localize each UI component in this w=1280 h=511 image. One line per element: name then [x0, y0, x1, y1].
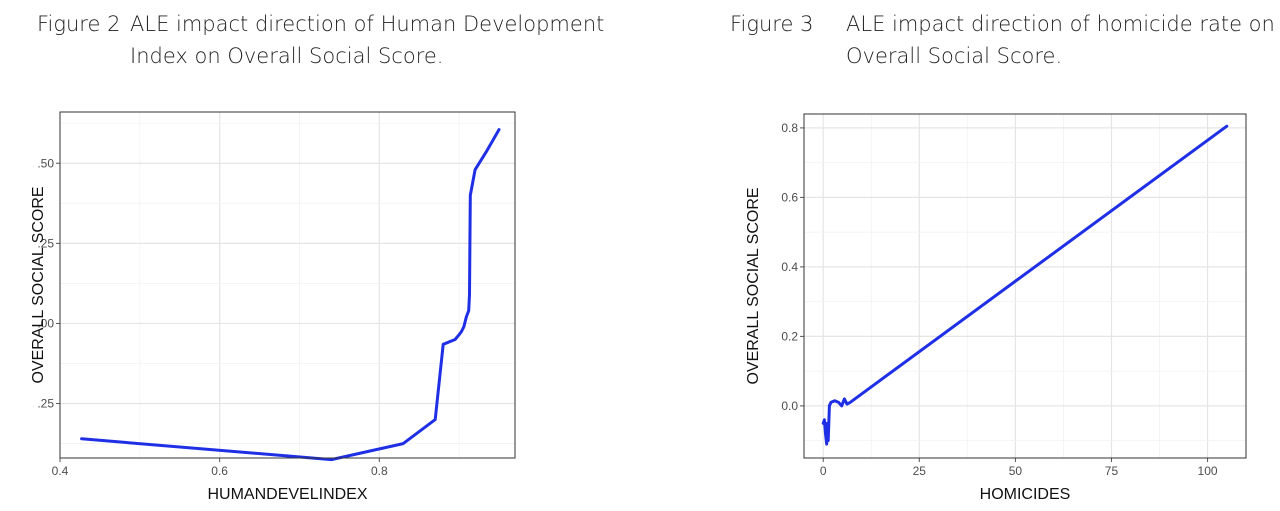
y-tick-label: 0.2	[781, 329, 798, 343]
y-tick-label: .50	[37, 156, 54, 170]
y-tick-label: .00	[37, 316, 54, 330]
x-tick-label: 50	[1009, 464, 1023, 478]
x-axis-title: HOMICIDES	[980, 486, 1071, 503]
plot-border	[803, 113, 1247, 459]
figure-caption-text: ALE impact direction of homicide rate on…	[846, 12, 1275, 68]
x-tick-label: 0	[820, 464, 827, 478]
figure-caption-text: ALE impact direction of Human Developmen…	[130, 12, 605, 68]
figure-number: Figure 3	[730, 12, 814, 36]
x-axis-title: HUMANDEVELINDEX	[207, 486, 367, 503]
y-tick-label: .25	[37, 397, 54, 411]
x-tick-label: 0.8	[371, 464, 388, 478]
y-tick-label: 0.4	[781, 260, 798, 274]
plot-panel	[60, 112, 515, 458]
ale-series-line	[821, 124, 1229, 446]
y-tick-label: 0.8	[781, 121, 798, 135]
hdi-ale-chart: 0.4 0.6 0.8 .25 .00 .25 .50 HUMANDEVELINDEX OVER…	[30, 111, 516, 503]
figure-3: Figure 3 ALE impact direction of homicid…	[720, 0, 1280, 511]
figure-number: Figure 2	[37, 12, 121, 36]
x-tick-label: 0.6	[211, 464, 228, 478]
homicides-ale-chart: 0 25 50 75 100 0.0 0.2 0.4 0.6 0.8 HOMICIDES OVERAL…	[745, 113, 1247, 503]
plot-panel	[804, 114, 1246, 458]
y-tick-label: 0.6	[781, 190, 798, 204]
x-tick-label: 0.4	[52, 464, 69, 478]
x-tick-label: 25	[913, 464, 927, 478]
y-axis-title: OVERALL SOCIAL SCORE	[30, 186, 47, 383]
y-tick-label: 0.0	[781, 399, 798, 413]
x-tick-label: 75	[1105, 464, 1119, 478]
figure-2: Figure 2 ALE impact direction of Human D…	[30, 12, 605, 503]
ale-series-line	[80, 128, 501, 462]
y-axis-title: OVERALL SOCIAL SCORE	[745, 187, 762, 384]
x-tick-label: 100	[1198, 464, 1218, 478]
y-tick-label: .25	[37, 236, 54, 250]
plot-border	[59, 111, 516, 459]
